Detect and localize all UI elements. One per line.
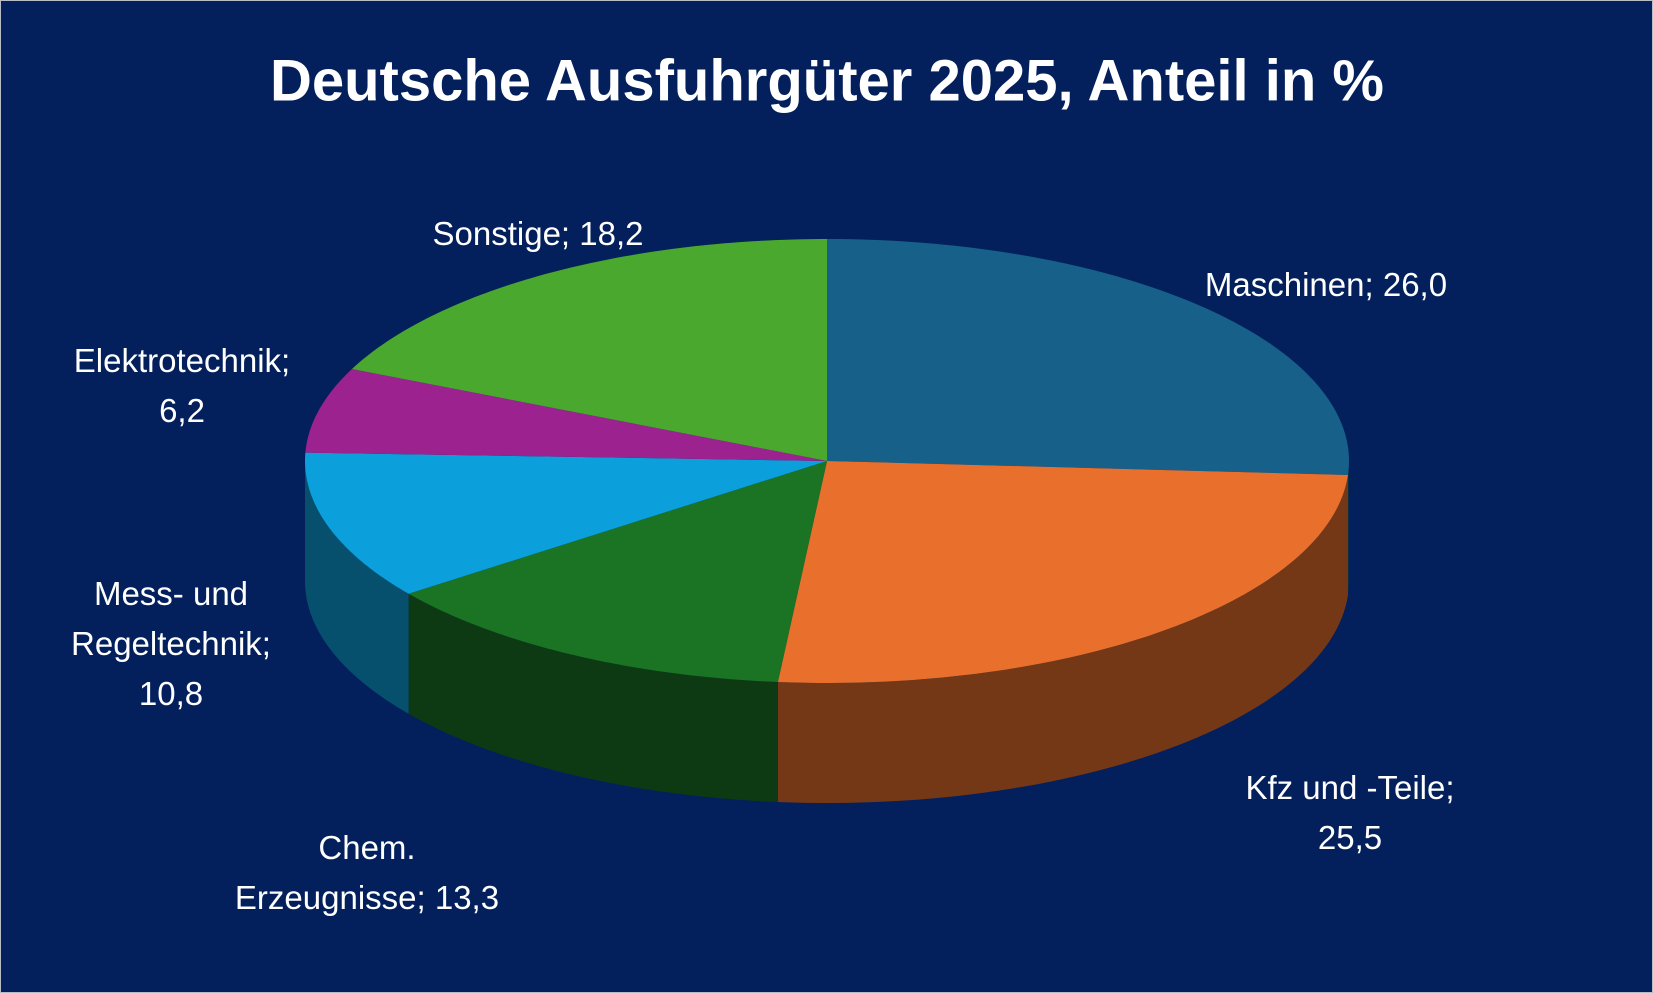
pie-slice (305, 452, 827, 594)
slice-name: Mess- und Regeltechnik; (71, 575, 271, 662)
pie-tops (305, 239, 1349, 683)
data-label: Mess- und Regeltechnik; 10,8 (49, 569, 294, 719)
value-label: 6,2 (159, 392, 205, 429)
chart-title: Deutsche Ausfuhrgüter 2025, Anteil in % (270, 48, 1384, 113)
data-label: Sonstige; 18,2 (378, 209, 698, 259)
value-label: 26,0 (1382, 266, 1448, 303)
pie-slice (408, 461, 827, 683)
slice-name: Chem. Erzeugnisse; (234, 829, 426, 916)
value-label: 10,8 (138, 675, 204, 712)
value-label: 13,3 (434, 879, 500, 916)
slice-name: Maschinen; (1204, 266, 1374, 303)
slice-side (408, 593, 778, 803)
slice-name: Kfz und -Teile; (1245, 769, 1455, 806)
value-label: 18,2 (579, 215, 644, 252)
slice-side (777, 474, 1348, 803)
data-label: Maschinen; 26,0 (1166, 260, 1486, 310)
data-label: Chem. Erzeugnisse; 13,3 (222, 823, 512, 923)
value-label: 25,5 (1317, 819, 1383, 856)
pie-slice (777, 461, 1348, 683)
data-label: Kfz und -Teile; 25,5 (1225, 763, 1475, 863)
pie-slice (827, 239, 1349, 475)
pie-slice (305, 369, 828, 461)
data-label: Elektrotechnik; 6,2 (50, 336, 315, 436)
slice-name: Elektrotechnik; (73, 342, 291, 379)
slice-side (305, 461, 409, 714)
slice-side (1347, 461, 1349, 595)
pie-slice (351, 239, 827, 461)
slice-name: Sonstige; (432, 215, 571, 252)
pie-sides (305, 461, 1349, 803)
